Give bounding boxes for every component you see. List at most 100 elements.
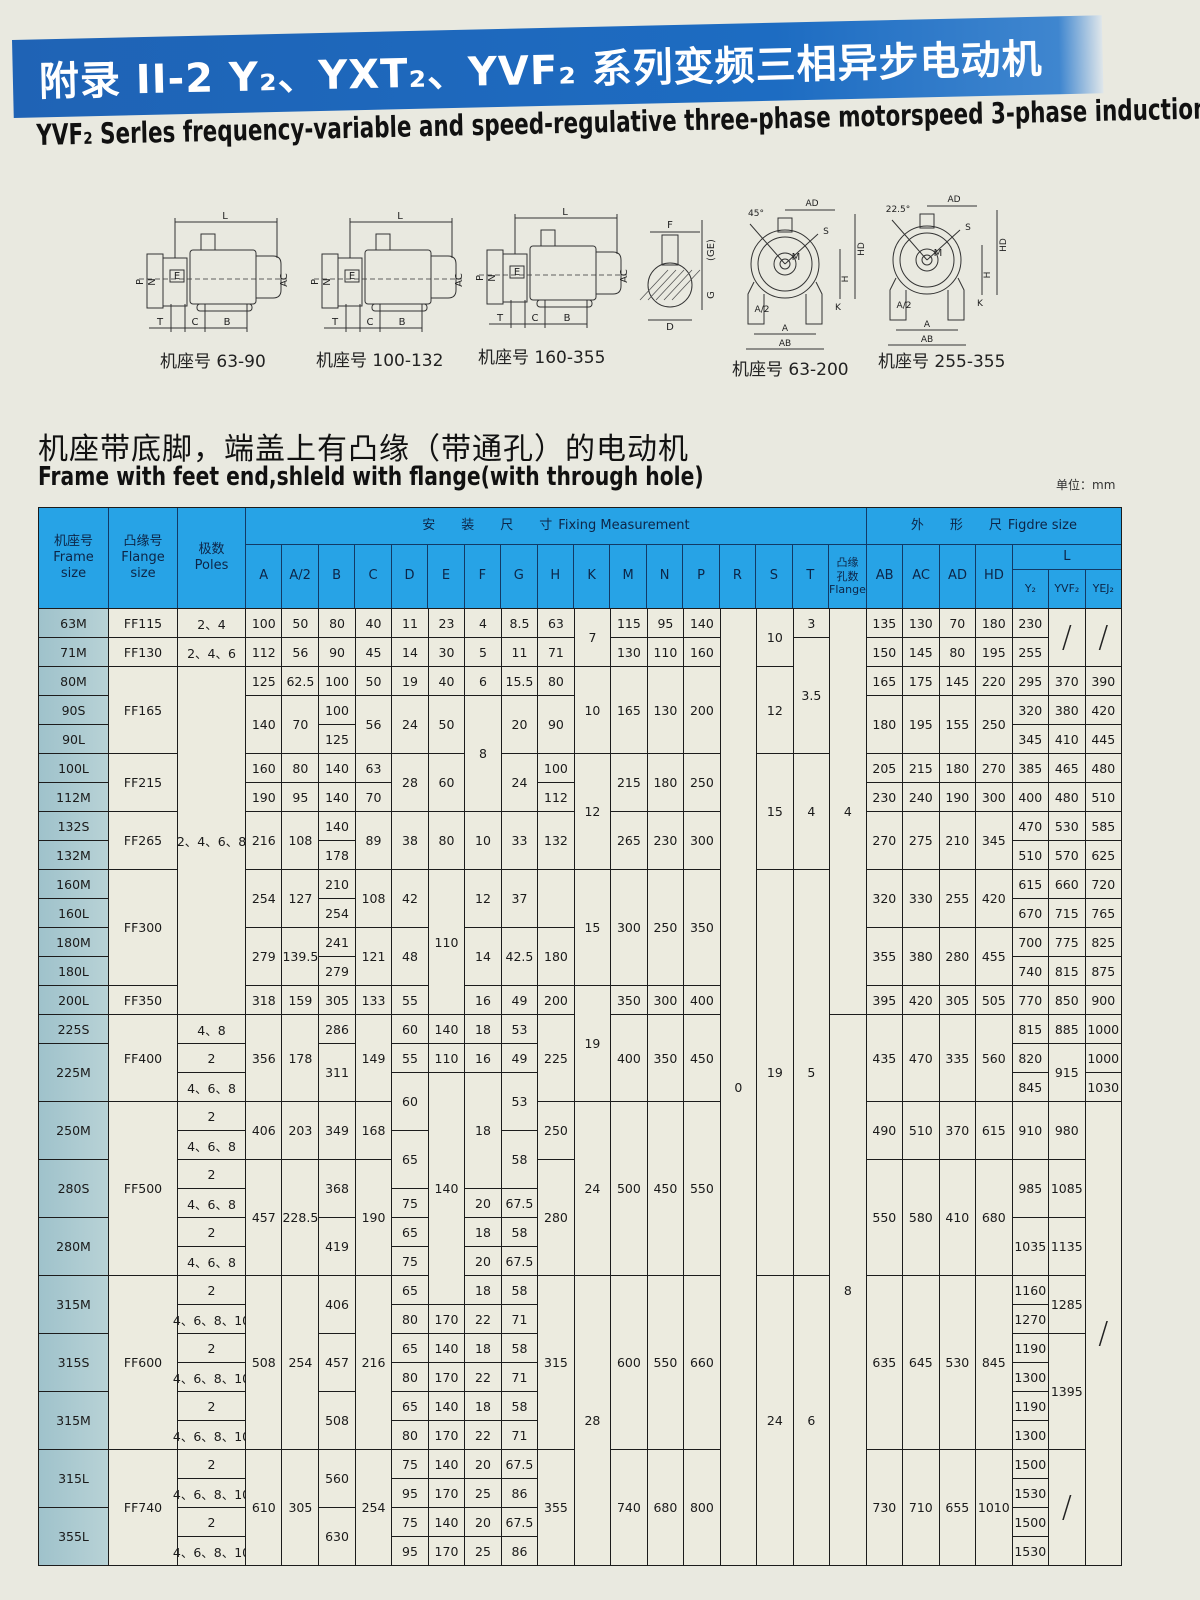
table-cell: 178 xyxy=(282,1015,319,1101)
table-cell: 710 xyxy=(903,1450,939,1565)
table-cell: 470 xyxy=(1012,812,1049,840)
table-cell: 86 xyxy=(501,1479,538,1507)
table-cell: 680 xyxy=(976,1160,1012,1275)
table-cell: 67.5 xyxy=(501,1450,538,1478)
table-cell: 508 xyxy=(246,1276,282,1449)
dimension-table: 机座号 Frame size 凸缘号 Flange size 极数 Poles … xyxy=(38,507,1122,1566)
table-cell: 50 xyxy=(428,696,465,753)
table-cell: 140 xyxy=(428,1015,465,1043)
table-cell: 50 xyxy=(282,609,319,637)
table-cell: 110 xyxy=(428,870,465,1014)
frame-size-cell: 225S xyxy=(39,1015,108,1043)
table-cell: 345 xyxy=(976,812,1012,869)
table-cell: 2 xyxy=(178,1218,245,1246)
table-cell: FF165 xyxy=(109,667,177,753)
table-cell: 740 xyxy=(1012,957,1049,985)
table-cell: 60 xyxy=(392,1015,428,1043)
frame-size-cell: 180L xyxy=(39,957,108,985)
table-cell: 100 xyxy=(246,609,282,637)
header-text: size xyxy=(60,566,87,582)
table-cell: 406 xyxy=(319,1276,355,1333)
table-cell: 18 xyxy=(465,1015,501,1043)
table-cell: 420 xyxy=(1085,696,1121,724)
table-cell: 86 xyxy=(501,1537,538,1565)
frame-size-cell: 315S xyxy=(39,1334,108,1391)
not-applicable-cell: / xyxy=(1049,1450,1085,1565)
table-cell: 140 xyxy=(319,783,355,811)
table-cell: 4、6、8 xyxy=(178,1131,245,1159)
section-title-cn: 机座带底脚，端盖上有凸缘（带通孔）的电动机 xyxy=(38,432,689,467)
table-cell: 450 xyxy=(647,1102,684,1275)
table-cell: 885 xyxy=(1049,1015,1085,1043)
table-cell: 38 xyxy=(392,812,428,869)
dimension-label: C xyxy=(532,313,539,324)
column-header: R xyxy=(719,545,756,608)
table-cell: 195 xyxy=(903,696,939,753)
table-cell: FF740 xyxy=(109,1450,177,1565)
table-cell: 80 xyxy=(282,754,319,782)
table-cell: 130 xyxy=(647,667,684,753)
motor-dimension-diagrams: LP N E ACT C BLP N E ACT C BLP N E ACT C BF(GE)GD45°ADS… xyxy=(135,195,1009,350)
header-text: Flange xyxy=(829,583,866,597)
dimension-label: T xyxy=(331,317,339,328)
table-cell: 168 xyxy=(355,1102,392,1159)
table-cell: 190 xyxy=(355,1160,392,1275)
table-cell: 4、6、8、10 xyxy=(173,1305,250,1333)
header-text: 安 装 尺 寸 xyxy=(422,517,553,533)
table-cell: 127 xyxy=(282,870,319,927)
table-cell: 250 xyxy=(647,870,684,985)
column-header: E xyxy=(428,545,464,608)
dimension-label: N xyxy=(487,274,498,281)
table-cell: 95 xyxy=(647,609,684,637)
header-text: Flange xyxy=(121,549,165,565)
table-cell: 585 xyxy=(1085,812,1121,840)
table-cell: 660 xyxy=(684,1276,720,1449)
table-cell: 112 xyxy=(246,638,282,666)
table-cell: 255 xyxy=(939,870,976,927)
table-cell: 115 xyxy=(611,609,647,637)
table-cell: 18 xyxy=(465,1392,501,1420)
table-cell: 140 xyxy=(319,812,355,840)
side-view-drawing: L P N E AC T C B xyxy=(135,211,290,332)
table-cell: 15 xyxy=(574,870,611,985)
dimension-label: AB xyxy=(921,335,933,345)
dimension-label: HD xyxy=(999,238,1009,252)
table-cell: 165 xyxy=(611,667,647,753)
header-text: 凸缘号 xyxy=(123,533,163,549)
table-cell: 4、6、8 xyxy=(178,1189,245,1217)
dimension-label: HD xyxy=(857,242,867,256)
header-l: L xyxy=(1012,545,1121,569)
header-frame-size: 机座号 Frame size xyxy=(39,508,108,608)
table-cell: 1500 xyxy=(1012,1508,1049,1536)
table-cell: 279 xyxy=(246,928,282,985)
table-cell: 160 xyxy=(246,754,282,782)
table-cell: 457 xyxy=(246,1160,282,1275)
table-cell: 645 xyxy=(903,1276,939,1449)
table-cell: 14 xyxy=(465,928,501,985)
table-cell: 230 xyxy=(866,783,903,811)
dimension-label: AD xyxy=(947,195,960,205)
column-header: C xyxy=(355,545,391,608)
table-cell: 139.5 xyxy=(282,928,319,985)
table-cell: 1010 xyxy=(976,1450,1012,1565)
table-cell: 25 xyxy=(465,1479,501,1507)
table-cell: 22 xyxy=(465,1363,501,1391)
table-cell: 670 xyxy=(1012,899,1049,927)
table-cell: 660 xyxy=(1049,870,1085,898)
column-header: HD xyxy=(976,545,1012,608)
dimension-label: E xyxy=(349,271,355,282)
table-cell: 195 xyxy=(976,638,1012,666)
column-header: T xyxy=(792,545,829,608)
dimension-label: AC xyxy=(279,273,290,287)
table-cell: 720 xyxy=(1085,870,1121,898)
table-cell: 1530 xyxy=(1012,1479,1049,1507)
diagram-caption-63-90: 机座号 63-90 xyxy=(160,352,266,372)
table-cell: 1300 xyxy=(1012,1363,1049,1391)
table-cell: 110 xyxy=(647,638,684,666)
dimension-label: L xyxy=(222,211,228,222)
table-cell: 65 xyxy=(392,1276,428,1304)
table-cell: 140 xyxy=(319,754,355,782)
frame-size-cell: 250M xyxy=(39,1102,108,1159)
table-cell: 215 xyxy=(903,754,939,782)
table-cell: 10 xyxy=(465,812,501,869)
